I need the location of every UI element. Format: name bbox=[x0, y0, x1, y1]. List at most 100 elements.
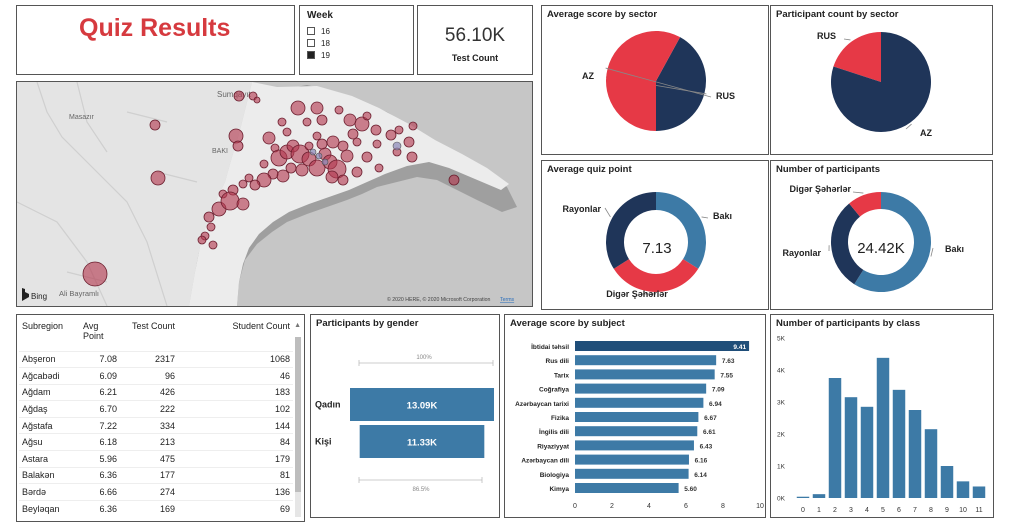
map-bubble[interactable] bbox=[392, 141, 402, 151]
subject-bar-fizika[interactable] bbox=[575, 412, 699, 422]
slice-az[interactable] bbox=[831, 32, 932, 132]
map-bubble[interactable] bbox=[310, 101, 324, 115]
map-bubble[interactable] bbox=[340, 149, 354, 163]
map-bubble[interactable] bbox=[220, 191, 240, 211]
subject-bar-i-btidai-t-hsil[interactable] bbox=[575, 341, 750, 351]
subject-bar-biologiya[interactable] bbox=[575, 468, 689, 479]
map-bubble[interactable] bbox=[236, 197, 250, 211]
map-bubble[interactable] bbox=[316, 114, 328, 126]
map-bubble[interactable] bbox=[244, 173, 254, 183]
map-bubble[interactable] bbox=[150, 170, 166, 186]
map-bubble[interactable] bbox=[343, 113, 357, 127]
class-bar-2[interactable] bbox=[828, 378, 842, 498]
table-scrollbar-thumb[interactable] bbox=[295, 337, 301, 492]
table-row[interactable]: Ağsu 6.18 213 84 bbox=[19, 433, 293, 451]
map-bubble[interactable] bbox=[408, 121, 418, 131]
slice-bak[interactable] bbox=[854, 192, 931, 292]
class-bar-4[interactable] bbox=[860, 406, 874, 498]
map-canvas[interactable]: Sumqayıt Masazır BAKI Ali Bayramlı Bing … bbox=[17, 82, 532, 306]
map-bubble[interactable] bbox=[352, 137, 362, 147]
map-bubble[interactable] bbox=[304, 141, 314, 151]
checkbox-icon[interactable] bbox=[307, 39, 315, 47]
map-bubble[interactable] bbox=[285, 162, 297, 174]
map-bubble[interactable] bbox=[362, 111, 372, 121]
map-bubble[interactable] bbox=[354, 116, 370, 132]
slice-rus[interactable] bbox=[833, 32, 881, 82]
map-bubble[interactable] bbox=[233, 90, 245, 102]
class-bar-1[interactable] bbox=[812, 494, 826, 498]
map-bubble[interactable] bbox=[370, 124, 382, 136]
class-bar-6[interactable] bbox=[892, 389, 906, 498]
col-student-count[interactable]: Student Count bbox=[232, 321, 290, 331]
map-bubble[interactable] bbox=[337, 174, 349, 186]
map-bubble[interactable] bbox=[325, 170, 339, 184]
map-bubble[interactable] bbox=[347, 128, 359, 140]
week-option-19[interactable]: 19 bbox=[307, 49, 330, 61]
map-bubble[interactable] bbox=[406, 151, 418, 163]
subject-bar-co-rafiya[interactable] bbox=[575, 383, 707, 394]
avg-score-sector-panel[interactable]: Average score by sector AZ RUS bbox=[541, 5, 769, 155]
table-row[interactable]: Astara 5.96 475 179 bbox=[19, 450, 293, 468]
table-row[interactable]: Bərdə 6.66 274 136 bbox=[19, 483, 293, 501]
gender-bar-ki-i[interactable] bbox=[359, 425, 485, 458]
num-participants-panel[interactable]: Number of participants Bakı Rayonlar Digər… bbox=[770, 160, 993, 310]
checkbox-icon[interactable] bbox=[307, 27, 315, 35]
subject-bar-rus-dili[interactable] bbox=[575, 355, 717, 366]
map-bubble[interactable] bbox=[448, 174, 460, 186]
table-row[interactable]: Ağdaş 6.70 222 102 bbox=[19, 400, 293, 418]
subject-bar-riyaziyyat[interactable] bbox=[575, 440, 694, 451]
map-bubble[interactable] bbox=[290, 100, 306, 116]
map-bubble[interactable] bbox=[197, 235, 207, 245]
gender-panel[interactable]: Participants by gender 100% 86.5% Qadın 13.… bbox=[310, 314, 500, 518]
subject-bar-az-rbaycan-dili[interactable] bbox=[575, 454, 689, 465]
table-row[interactable]: Ağstafa 7.22 334 144 bbox=[19, 417, 293, 434]
col-subregion[interactable]: Subregion bbox=[22, 321, 64, 331]
map-bubble[interactable] bbox=[282, 127, 292, 137]
col-test-count[interactable]: Test Count bbox=[131, 321, 175, 331]
map-bubble[interactable] bbox=[321, 158, 329, 166]
scroll-up-icon[interactable]: ▲ bbox=[294, 322, 301, 329]
map-bubble[interactable] bbox=[295, 163, 309, 177]
map-bubble[interactable] bbox=[372, 139, 382, 149]
map-bubble[interactable] bbox=[277, 117, 287, 127]
avg-quiz-point-panel[interactable]: Average quiz point Bakı Digər Şəhərlər Ray… bbox=[541, 160, 769, 310]
map-bubble[interactable] bbox=[394, 125, 404, 135]
map-bubble[interactable] bbox=[316, 138, 328, 150]
table-row[interactable]: Beyləqan 6.36 169 69 bbox=[19, 500, 293, 516]
map-bubble[interactable] bbox=[315, 152, 323, 160]
map-visual[interactable]: Sumqayıt Masazır BAKI Ali Bayramlı Bing … bbox=[16, 81, 533, 307]
subregion-table-panel[interactable]: Subregion Avg Point Test Count Student C… bbox=[16, 314, 305, 522]
week-option-16[interactable]: 16 bbox=[307, 25, 330, 37]
gender-bar-qad-n[interactable] bbox=[350, 388, 494, 421]
map-bubble[interactable] bbox=[249, 179, 261, 191]
subject-bar-i-ngilis-dili[interactable] bbox=[575, 426, 698, 437]
slice-az[interactable] bbox=[656, 37, 706, 132]
map-bubble[interactable] bbox=[206, 222, 216, 232]
class-bar-3[interactable] bbox=[844, 397, 858, 498]
table-row[interactable]: Ağdam 6.21 426 183 bbox=[19, 384, 293, 401]
class-bar-7[interactable] bbox=[908, 410, 922, 498]
map-bubble[interactable] bbox=[334, 105, 344, 115]
checkbox-icon[interactable] bbox=[307, 51, 315, 59]
map-bubble[interactable] bbox=[228, 128, 244, 144]
table-row[interactable]: Ağcabədi 6.09 96 46 bbox=[19, 367, 293, 385]
map-bubble[interactable] bbox=[309, 148, 317, 156]
class-bar-9[interactable] bbox=[940, 466, 954, 498]
map-bubble[interactable] bbox=[253, 96, 261, 104]
map-terms-link[interactable]: Terms bbox=[500, 297, 515, 303]
table-row[interactable]: Abşeron 7.08 2317 1068 bbox=[19, 351, 293, 368]
slice-dig-r-h-rl-r[interactable] bbox=[849, 192, 881, 217]
subject-bar-kimya[interactable] bbox=[575, 483, 679, 493]
map-bubble[interactable] bbox=[208, 240, 218, 250]
class-bar-10[interactable] bbox=[956, 481, 970, 498]
col-avg-point[interactable]: Avg Point bbox=[83, 321, 104, 341]
participant-sector-panel[interactable]: Participant count by sector RUS AZ bbox=[770, 5, 993, 155]
map-bubble[interactable] bbox=[262, 131, 276, 145]
subject-bar-az-rbaycan-tarixi[interactable] bbox=[575, 397, 704, 408]
map-bubble[interactable] bbox=[82, 261, 108, 287]
map-bubble[interactable] bbox=[374, 163, 384, 173]
map-bubble[interactable] bbox=[361, 151, 373, 163]
map-bubble[interactable] bbox=[259, 159, 269, 169]
map-bubble[interactable] bbox=[238, 179, 248, 189]
class-bar-5[interactable] bbox=[876, 357, 890, 498]
